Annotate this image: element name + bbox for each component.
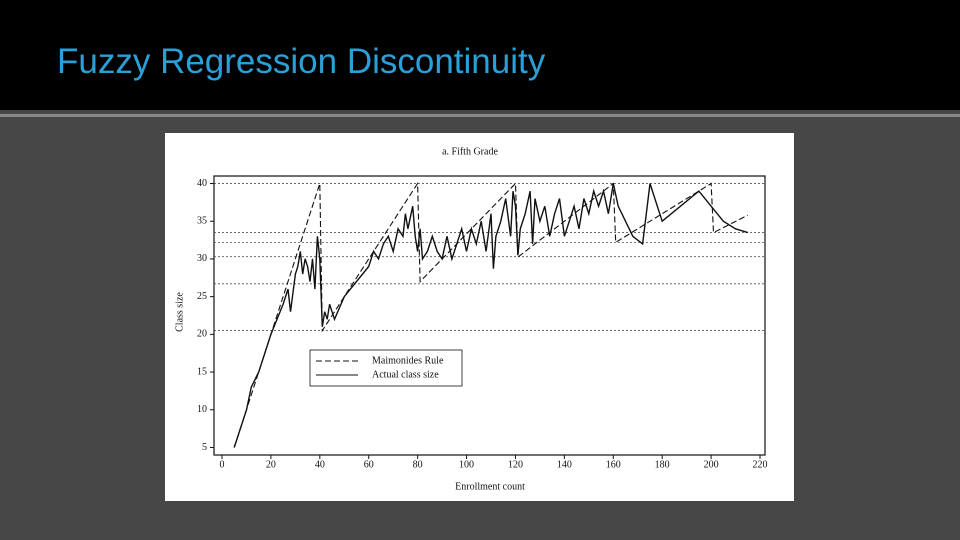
x-axis-label: Enrollment count (455, 481, 525, 492)
y-axis-label: Class size (174, 292, 185, 332)
y-tick-label: 5 (202, 442, 207, 453)
chart-background (165, 133, 794, 501)
x-tick-label: 160 (606, 459, 621, 470)
legend-label: Actual class size (372, 369, 439, 380)
x-tick-label: 0 (220, 459, 225, 470)
x-tick-label: 80 (413, 459, 423, 470)
y-tick-label: 25 (197, 291, 207, 302)
y-tick-label: 40 (197, 178, 207, 189)
legend-box (309, 349, 463, 387)
divider (0, 114, 960, 117)
slide-title: Fuzzy Regression Discontinuity (57, 42, 546, 81)
y-tick-label: 10 (197, 404, 207, 415)
y-tick-label: 35 (197, 216, 207, 227)
y-tick-label: 20 (197, 329, 207, 340)
x-tick-label: 220 (753, 459, 768, 470)
x-tick-label: 180 (655, 459, 670, 470)
x-tick-label: 200 (704, 459, 719, 470)
x-tick-label: 20 (266, 459, 276, 470)
x-tick-label: 140 (557, 459, 572, 470)
plot-frame (213, 175, 766, 456)
x-tick-label: 40 (315, 459, 325, 470)
chart-title: a. Fifth Grade (442, 146, 498, 157)
x-tick-label: 120 (508, 459, 523, 470)
x-tick-label: 100 (459, 459, 474, 470)
header-bar (0, 0, 960, 110)
y-tick-label: 30 (197, 253, 207, 264)
x-tick-label: 60 (364, 459, 374, 470)
legend-label: Maimonides Rule (372, 355, 444, 366)
series-line (233, 183, 749, 448)
y-tick-label: 15 (197, 366, 207, 377)
